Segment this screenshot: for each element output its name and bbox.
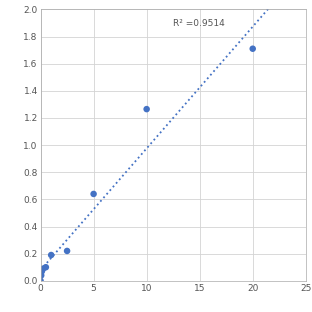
Point	[91, 192, 96, 197]
Point	[38, 278, 43, 283]
Point	[65, 248, 70, 253]
Point	[41, 266, 46, 271]
Point	[39, 273, 44, 278]
Point	[49, 252, 54, 257]
Point	[250, 46, 255, 51]
Point	[144, 107, 149, 112]
Point	[39, 269, 44, 274]
Point	[43, 265, 48, 270]
Text: R² =0.9514: R² =0.9514	[173, 19, 225, 28]
